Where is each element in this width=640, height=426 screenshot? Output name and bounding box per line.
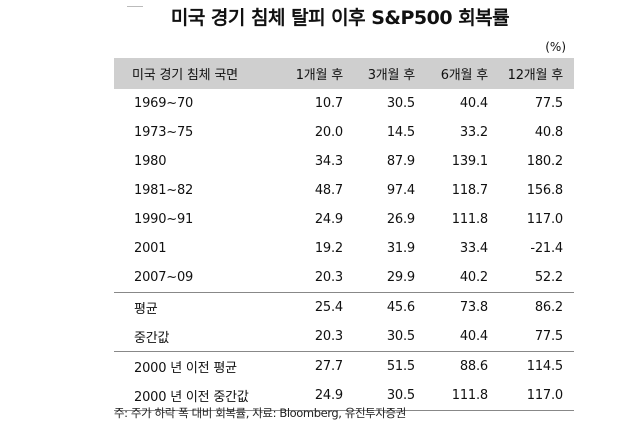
row-label: 2001 (134, 241, 167, 256)
row-label: 2000 년 이전 중간값 (134, 390, 249, 405)
table-row: 평균 25.4 45.6 73.8 86.2 (114, 292, 574, 322)
table-cell: 117.0 (526, 212, 563, 227)
table-cell: 40.4 (459, 96, 488, 111)
table-cell: 40.2 (459, 270, 488, 285)
table-cell: -21.4 (530, 241, 563, 256)
row-label: 1980 (134, 154, 167, 169)
table-cell: 77.5 (534, 329, 563, 344)
table-row: 2000 년 이전 중간값 24.9 30.5 111.8 117.0 (114, 381, 574, 411)
table-cell: 14.5 (386, 125, 415, 140)
table-cell: 97.4 (386, 183, 415, 198)
table-cell: 156.8 (526, 183, 563, 198)
table-cell: 20.3 (314, 329, 343, 344)
table-cell: 73.8 (459, 300, 488, 315)
table-title: 미국 경기 침체 탈피 이후 S&P500 회복률 (170, 7, 510, 29)
header-period: 미국 경기 침체 국면 (132, 68, 238, 83)
table-cell: 40.8 (534, 125, 563, 140)
table-cell: 10.7 (314, 96, 343, 111)
table-row: 1969~70 10.7 30.5 40.4 77.5 (114, 89, 574, 118)
table-cell: 51.5 (386, 359, 415, 374)
table-cell: 26.9 (386, 212, 415, 227)
table-cell: 33.2 (459, 125, 488, 140)
table-cell: 30.5 (386, 388, 415, 403)
table-cell: 117.0 (526, 388, 563, 403)
table-row: 1990~91 24.9 26.9 111.8 117.0 (114, 205, 574, 234)
table-row: 2007~09 20.3 29.9 40.2 52.2 (114, 263, 574, 292)
header-1m: 1개월 후 (295, 68, 343, 83)
table-row: 2000 년 이전 평균 27.7 51.5 88.6 114.5 (114, 351, 574, 381)
header-12m: 12개월 후 (507, 68, 564, 83)
table-cell: 118.7 (451, 183, 488, 198)
table-cell: 30.5 (386, 329, 415, 344)
table-cell: 77.5 (534, 96, 563, 111)
row-label: 1973~75 (134, 125, 194, 140)
table-cell: 87.9 (386, 154, 415, 169)
recovery-table: 미국 경기 침체 국면 1개월 후 3개월 후 6개월 후 12개월 후 196… (114, 58, 574, 411)
decorative-line (127, 6, 143, 7)
table-cell: 180.2 (526, 154, 563, 169)
table-cell: 52.2 (534, 270, 563, 285)
table-cell: 20.3 (314, 270, 343, 285)
table-cell: 24.9 (314, 212, 343, 227)
table-cell: 25.4 (314, 300, 343, 315)
row-label: 1981~82 (134, 183, 194, 198)
row-label: 2007~09 (134, 270, 194, 285)
table-cell: 139.1 (451, 154, 488, 169)
table-row: 2001 19.2 31.9 33.4 -21.4 (114, 234, 574, 263)
table-cell: 48.7 (314, 183, 343, 198)
table-row: 1981~82 48.7 97.4 118.7 156.8 (114, 176, 574, 205)
table-cell: 45.6 (386, 300, 415, 315)
table-cell: 24.9 (314, 388, 343, 403)
row-label: 2000 년 이전 평균 (134, 361, 237, 376)
table-cell: 40.4 (459, 329, 488, 344)
table-row: 1973~75 20.0 14.5 33.2 40.8 (114, 118, 574, 147)
table-cell: 86.2 (534, 300, 563, 315)
table-cell: 88.6 (459, 359, 488, 374)
unit-label: (%) (545, 40, 566, 54)
row-label: 중간값 (134, 331, 170, 346)
table-row: 중간값 20.3 30.5 40.4 77.5 (114, 322, 574, 351)
table-cell: 20.0 (314, 125, 343, 140)
table-cell: 33.4 (459, 241, 488, 256)
table-body: 1969~70 10.7 30.5 40.4 77.5 1973~75 20.0 14.5 33… (114, 89, 574, 411)
row-label: 1990~91 (134, 212, 194, 227)
table-cell: 19.2 (314, 241, 343, 256)
table-cell: 31.9 (386, 241, 415, 256)
table-cell: 27.7 (314, 359, 343, 374)
table-cell: 34.3 (314, 154, 343, 169)
table-row: 1980 34.3 87.9 139.1 180.2 (114, 147, 574, 176)
table-cell: 111.8 (451, 388, 488, 403)
source-note: 주: 주가 하락 폭 대비 회복률, 자료: Bloomberg, 유진투자증권 (114, 406, 406, 420)
row-label: 평균 (134, 302, 158, 317)
row-label: 1969~70 (134, 96, 194, 111)
table-header-row: 미국 경기 침체 국면 1개월 후 3개월 후 6개월 후 12개월 후 (114, 58, 574, 89)
table-cell: 111.8 (451, 212, 488, 227)
table-cell: 29.9 (386, 270, 415, 285)
table-cell: 30.5 (386, 96, 415, 111)
table-cell: 114.5 (526, 359, 563, 374)
header-6m: 6개월 후 (440, 68, 488, 83)
header-3m: 3개월 후 (367, 68, 415, 83)
